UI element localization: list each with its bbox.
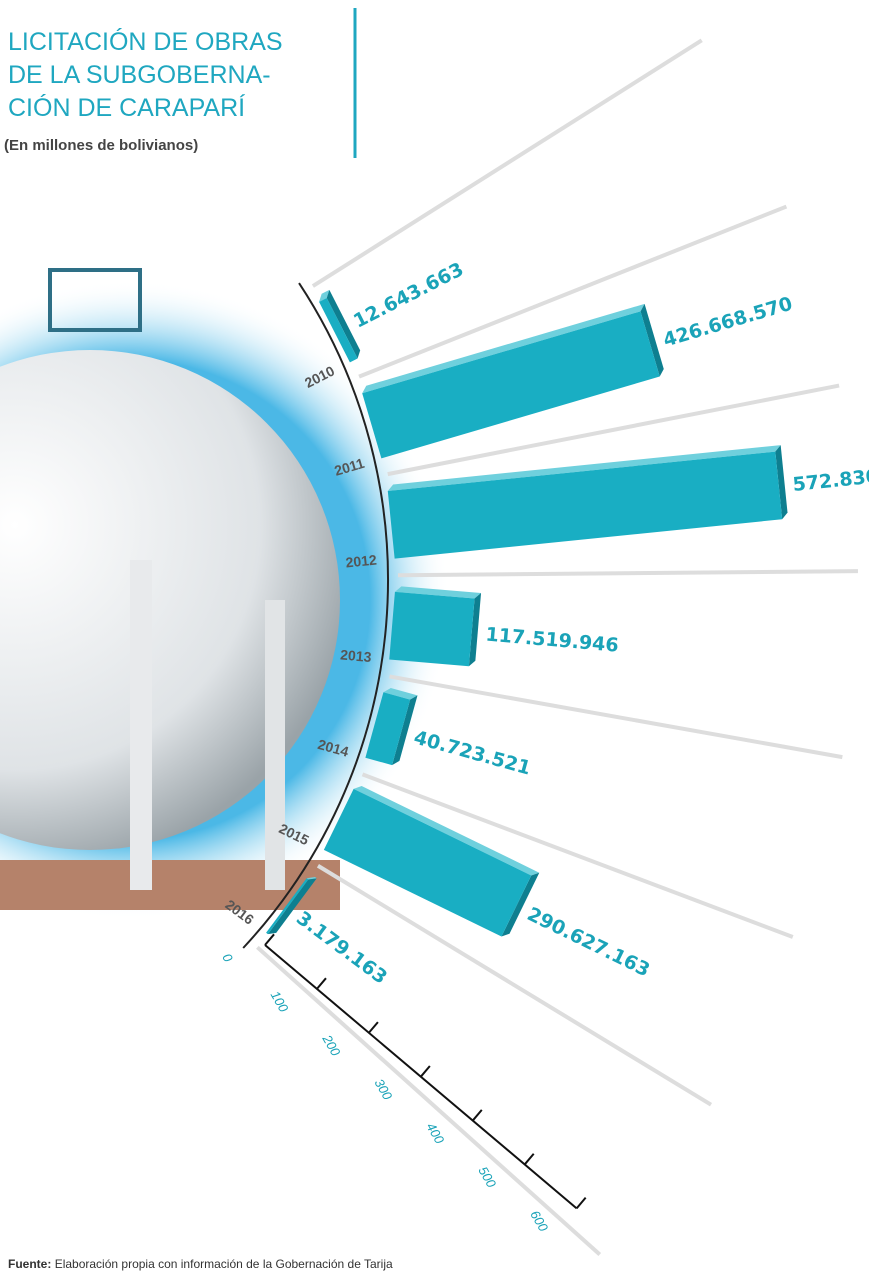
bar [365,692,411,766]
tick-mark [316,977,327,990]
bar-side [775,445,788,520]
title-line: LICITACIÓN DE OBRAS [8,27,283,56]
source-label: Fuente: [8,1257,51,1271]
bar-top [387,445,781,492]
bar-top [383,688,418,700]
x-tick-label: 0 [219,951,236,965]
bar [266,878,309,935]
bar-side [501,872,540,937]
title-line: DE LA SUBGOBERNA- [8,61,271,89]
separator-line [256,945,602,1256]
x-tick-label: 100 [268,988,292,1015]
background-photo [0,268,450,920]
x-tick-label: 200 [319,1031,344,1059]
subtitle: (En millones de bolivianos) [4,137,198,154]
year-label: 2013 [340,646,373,665]
tick-mark [420,1065,431,1078]
bar [387,451,783,559]
separator-line [358,204,788,379]
x-tick-label: 600 [527,1208,551,1235]
bar-side [392,695,418,766]
bar [362,311,660,459]
tick-mark [575,1197,587,1209]
bar-top [394,586,482,599]
value-label: 12.643.663 [350,258,467,332]
separator-line [389,674,843,760]
tick-mark [368,1021,379,1034]
bar-top [362,303,645,394]
value-label: 572.830.193 [792,461,869,496]
source: Fuente: Elaboración propia con informaci… [8,1257,393,1271]
title-line: CIÓN DE CARAPARÍ [8,93,245,122]
separator-line [387,383,840,477]
value-label: 117.519.946 [485,624,620,657]
bar-group: 117.519.946 2013 [340,586,620,667]
separator-line [361,772,794,939]
source-text: Elaboración propia con información de la… [55,1257,393,1271]
tick-mark [264,933,275,946]
bar [323,788,532,937]
value-label: 3.179.163 [292,907,391,988]
tick-mark [523,1153,535,1166]
value-label: 40.723.521 [411,726,533,779]
base-arc [242,282,389,949]
bar [389,591,475,667]
bar-top [353,786,540,876]
value-label: 290.627.163 [524,903,654,981]
bar-top [306,877,317,880]
bar-side [267,878,317,935]
separator-line [397,569,858,578]
tick-mark [471,1109,483,1122]
x-tick-label: 400 [423,1120,447,1147]
separator-line [316,864,713,1107]
bar-side [326,289,361,359]
separator-line [311,38,703,288]
bar-side [468,593,482,667]
bar [319,297,358,363]
bar-top [319,289,330,302]
value-label: 426.668.570 [661,293,795,352]
x-tick-label: 500 [475,1164,499,1191]
bar-group: 572.830.193 2012 [345,445,869,571]
bar-side [640,303,664,377]
year-label: 2012 [345,551,378,570]
x-tick-label: 300 [371,1076,395,1103]
